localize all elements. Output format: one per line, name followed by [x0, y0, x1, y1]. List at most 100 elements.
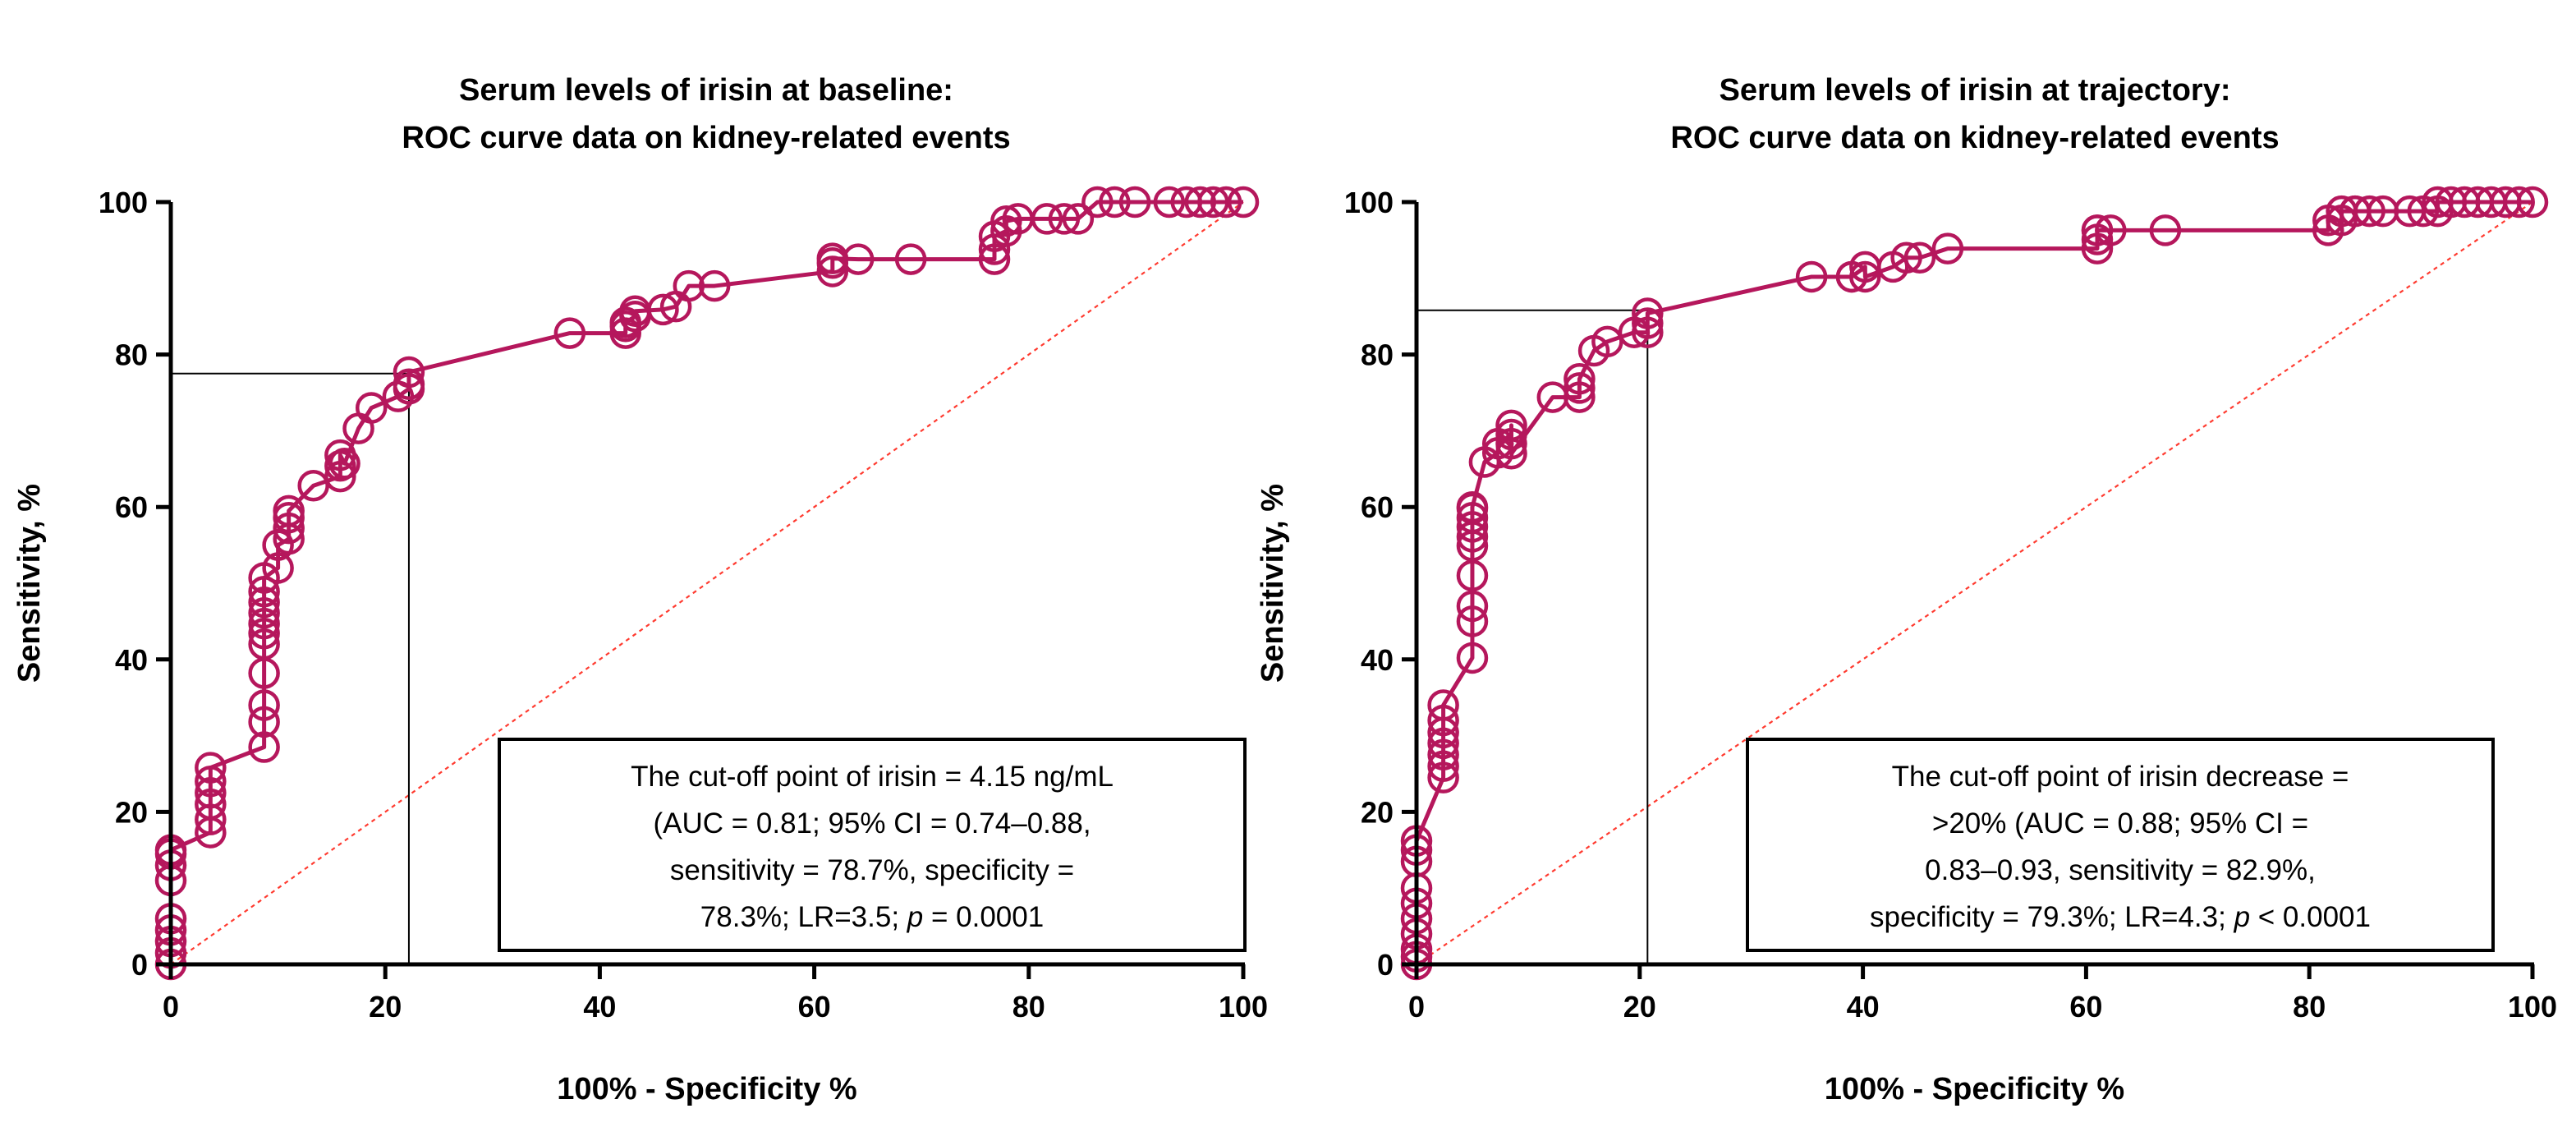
roc-data-point	[1931, 232, 1964, 264]
x-tick-label: 60	[2069, 990, 2102, 1024]
chart-title-line: ROC curve data on kidney-related events	[402, 121, 1010, 155]
annotation-text-line: specificity = 79.3%; LR=4.3; p < 0.0001	[1870, 901, 2371, 933]
roc-data-point	[990, 205, 1022, 237]
roc-data-point	[1890, 242, 1922, 274]
x-tick-label: 100	[1219, 990, 1268, 1024]
roc-data-point	[1564, 372, 1596, 404]
annotation-text-line: (AUC = 0.81; 95% CI = 0.74–0.88,	[653, 807, 1091, 840]
x-tick-label: 40	[583, 990, 616, 1024]
roc-data-point	[1210, 186, 1242, 218]
roc-data-point	[1427, 689, 1459, 721]
y-tick-label: 80	[115, 338, 148, 372]
roc-markers	[1400, 186, 2549, 981]
roc-data-point	[2149, 214, 2182, 246]
annotation-text-line: The cut-off point of irisin = 4.15 ng/mL	[631, 761, 1114, 793]
annotation-text-line: The cut-off point of irisin decrease =	[1892, 761, 2349, 793]
x-tick-label: 80	[2293, 990, 2326, 1024]
roc-data-point	[248, 731, 280, 763]
roc-data-point	[698, 269, 731, 302]
roc-data-point	[553, 317, 586, 349]
roc-data-point	[1427, 738, 1459, 771]
roc-data-point	[1564, 381, 1596, 413]
roc-data-point	[328, 448, 360, 480]
roc-data-point	[2095, 214, 2127, 246]
roc-data-point	[195, 788, 227, 821]
roc-data-point	[262, 552, 294, 584]
roc-data-point	[1495, 427, 1527, 460]
roc-data-point	[393, 368, 425, 401]
roc-data-point	[894, 243, 927, 275]
y-tick-label: 60	[1361, 490, 1394, 524]
roc-data-point	[1184, 186, 1217, 218]
roc-panel-1: Serum levels of irisin at baseline: ROC c…	[12, 73, 1268, 1106]
y-tick-label: 40	[1361, 643, 1394, 677]
roc-data-point	[2081, 214, 2114, 246]
y-tick-label: 100	[99, 186, 148, 219]
x-axis-label: 100% - Specificity %	[1825, 1072, 2124, 1106]
y-tick-label: 0	[1377, 948, 1394, 982]
roc-data-point	[1153, 186, 1186, 218]
chart-title-line: ROC curve data on kidney-related events	[1670, 121, 2279, 155]
roc-data-point	[1427, 750, 1459, 782]
roc-panel-2: Serum levels of irisin at trajectory: ROC…	[1256, 73, 2557, 1106]
roc-data-point	[1456, 490, 1489, 523]
roc-data-point	[2353, 195, 2385, 228]
roc-data-point	[2516, 186, 2549, 218]
roc-data-point	[1456, 501, 1489, 534]
x-tick-label: 20	[369, 990, 402, 1024]
roc-data-point	[1456, 511, 1489, 543]
y-tick-label: 20	[1361, 795, 1394, 829]
roc-data-point	[673, 269, 705, 302]
y-tick-label: 100	[1344, 186, 1394, 219]
roc-data-point	[248, 689, 280, 721]
roc-data-point	[248, 586, 280, 619]
annotation-text-line: >20% (AUC = 0.88; 95% CI =	[1932, 807, 2308, 840]
roc-data-point	[273, 494, 305, 527]
roc-data-point	[1099, 186, 1131, 218]
x-axis-label: 100% - Specificity %	[557, 1072, 856, 1106]
reference-diagonal-line	[1416, 201, 2533, 965]
roc-data-point	[1632, 316, 1664, 348]
x-tick-label: 80	[1012, 990, 1045, 1024]
annotation-text-line: sensitivity = 78.7%, specificity =	[670, 854, 1074, 886]
roc-data-point	[324, 460, 356, 493]
x-tick-label: 20	[1623, 990, 1656, 1024]
annotation-text-line: 78.3%; LR=3.5; p = 0.0001	[700, 901, 1044, 933]
x-tick-label: 100	[2508, 990, 2557, 1024]
roc-data-point	[393, 356, 425, 389]
roc-data-point	[1427, 761, 1459, 794]
roc-data-point	[1118, 186, 1151, 218]
roc-data-point	[978, 243, 1011, 275]
roc-data-point	[1081, 186, 1114, 218]
roc-data-point	[1427, 727, 1459, 760]
roc-data-point	[1903, 242, 1936, 274]
roc-data-point	[195, 776, 227, 809]
roc-data-point	[1456, 590, 1489, 623]
chart-title-line: Serum levels of irisin at trajectory:	[1719, 73, 2230, 108]
roc-data-point	[248, 617, 280, 650]
x-tick-label: 60	[798, 990, 831, 1024]
annotation-text-line: 0.83–0.93, sensitivity = 82.9%,	[1925, 854, 2316, 886]
y-tick-label: 60	[115, 490, 148, 524]
y-axis-label: Sensitivity, %	[1256, 484, 1290, 683]
x-tick-label: 40	[1847, 990, 1880, 1024]
y-tick-label: 80	[1361, 338, 1394, 372]
roc-data-point	[248, 706, 280, 738]
roc-data-point	[355, 392, 388, 424]
roc-data-point	[1849, 260, 1881, 293]
roc-data-point	[1048, 203, 1081, 235]
reference-diagonal-line	[170, 201, 1244, 965]
roc-data-point	[1062, 203, 1095, 235]
roc-data-point	[1197, 186, 1229, 218]
annotation-box	[1746, 738, 2495, 952]
roc-data-point	[1632, 307, 1664, 339]
roc-data-point	[248, 575, 280, 608]
roc-data-point	[1495, 437, 1527, 470]
roc-data-point	[195, 766, 227, 798]
y-tick-label: 0	[131, 948, 148, 982]
x-tick-label: 0	[163, 990, 179, 1024]
roc-data-point	[1495, 418, 1527, 451]
x-tick-label: 0	[1408, 990, 1425, 1024]
roc-data-point	[1227, 186, 1260, 218]
roc-data-point	[248, 607, 280, 640]
